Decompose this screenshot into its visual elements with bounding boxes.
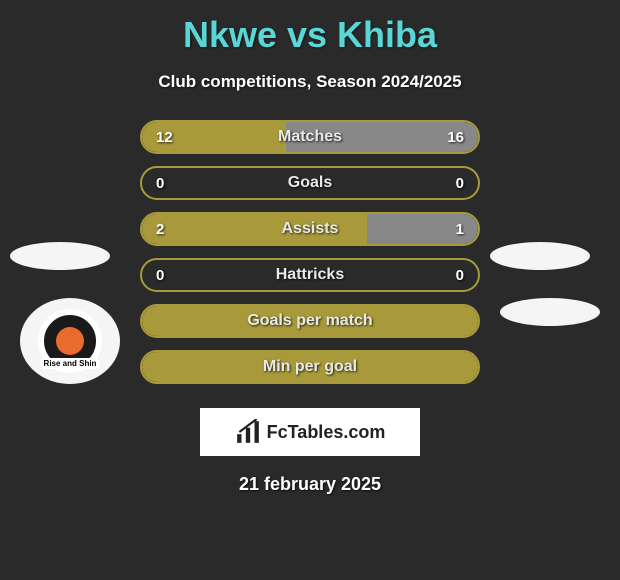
fctables-label: FcTables.com — [267, 422, 386, 443]
stats-area: Rise and Shin 12 16 Matches 0 0 Goals 2 1 Assist… — [0, 120, 620, 396]
team-right-oval-2 — [500, 298, 600, 326]
stat-label: Assists — [282, 220, 339, 238]
stat-value-left: 12 — [156, 129, 173, 146]
team-left-oval — [10, 242, 110, 270]
stat-label: Goals per match — [247, 312, 372, 330]
stat-label: Matches — [278, 128, 342, 146]
stat-value-right: 1 — [456, 221, 464, 238]
date-label: 21 february 2025 — [239, 474, 381, 495]
subtitle: Club competitions, Season 2024/2025 — [158, 72, 461, 92]
stat-label: Hattricks — [276, 266, 344, 284]
page-title: Nkwe vs Khiba — [183, 14, 437, 56]
infographic-root: Nkwe vs Khiba Club competitions, Season … — [0, 0, 620, 505]
stat-row: 0 0 Hattricks — [140, 258, 480, 292]
stat-label: Goals — [288, 174, 332, 192]
fctables-icon — [235, 419, 261, 445]
stat-row: 12 16 Matches — [140, 120, 480, 154]
team-right-oval — [490, 242, 590, 270]
crest-icon — [56, 327, 84, 355]
stat-value-left: 2 — [156, 221, 164, 238]
stat-row: Goals per match — [140, 304, 480, 338]
stat-value-left: 0 — [156, 267, 164, 284]
fctables-badge: FcTables.com — [200, 408, 420, 456]
stat-row: 0 0 Goals — [140, 166, 480, 200]
crest-ribbon: Rise and Shin — [40, 358, 101, 369]
stat-value-right: 0 — [456, 175, 464, 192]
crest-inner: Rise and Shin — [38, 309, 102, 373]
stat-value-left: 0 — [156, 175, 164, 192]
team-left-crest: Rise and Shin — [20, 298, 120, 384]
stat-row: Min per goal — [140, 350, 480, 384]
stat-value-right: 0 — [456, 267, 464, 284]
stat-row: 2 1 Assists — [140, 212, 480, 246]
stat-label: Min per goal — [263, 358, 357, 376]
stat-value-right: 16 — [447, 129, 464, 146]
